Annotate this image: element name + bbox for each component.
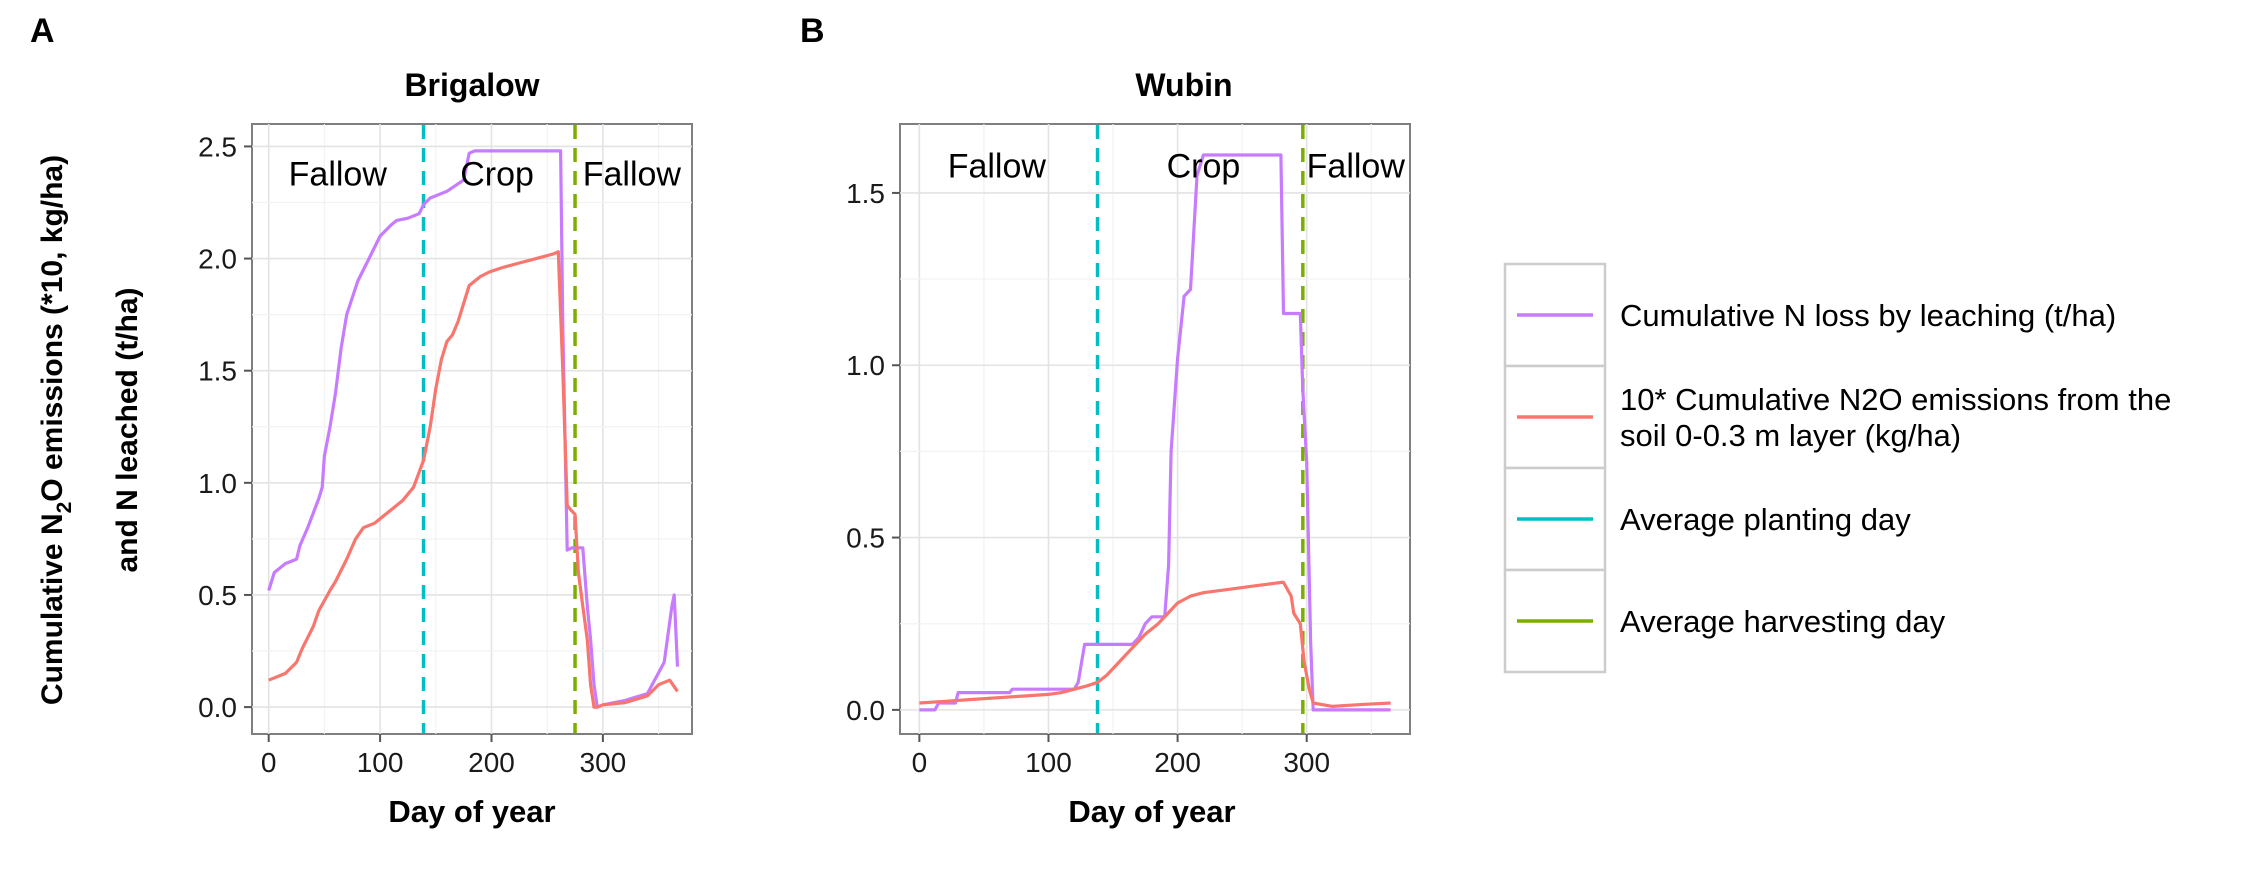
period-label-fallow: Fallow (289, 155, 388, 193)
period-label-crop: Crop (1167, 147, 1241, 185)
gridlines (252, 124, 692, 734)
y-axis-label-line2: and N leached (t/ha) (111, 287, 144, 572)
y-tick-label: 2.0 (198, 244, 237, 275)
x-tick-label: 100 (357, 747, 404, 778)
reference-lines (1095, 125, 1305, 733)
legend-item-4: Average harvesting day (1503, 568, 1946, 674)
x-tick-label: 200 (1154, 747, 1201, 778)
axes: 0 100 200 300 0.0 0.5 1.0 1.5 (846, 178, 1330, 778)
legend-item-1: Cumulative N loss by leaching (t/ha) (1503, 262, 2116, 368)
legend-label: 10* Cumulative N2O emissions from the (1620, 382, 2171, 417)
gridlines (900, 124, 1410, 734)
x-axis-label: Day of year (1068, 794, 1235, 829)
panel-label-b: B (800, 12, 825, 50)
axes: 0 100 200 300 0.0 0.5 1.0 1.5 2.0 2.5 (198, 131, 626, 778)
y-tick-label: 0.5 (846, 523, 885, 554)
legend-item-3: Average planting day (1503, 466, 1911, 572)
x-tick-label: 100 (1025, 747, 1072, 778)
period-labels: Fallow Crop Fallow (289, 155, 682, 193)
x-axis-label: Day of year (388, 794, 555, 829)
series-line-cumulative-n-loss-by-leaching-t-ha (919, 153, 1391, 712)
chart-title: Brigalow (404, 67, 539, 103)
x-tick-label: 300 (580, 747, 627, 778)
series-line-cumulative-n-loss-by-leaching-t-ha (267, 149, 680, 709)
x-tick-label: 0 (261, 747, 277, 778)
plot-background (899, 123, 1411, 735)
period-label-fallow: Fallow (583, 155, 682, 193)
period-label-fallow: Fallow (948, 147, 1047, 185)
y-tick-label: 1.5 (846, 178, 885, 209)
data-series (267, 149, 680, 709)
x-tick-label: 200 (468, 747, 515, 778)
legend-label: Average harvesting day (1620, 604, 1946, 639)
panel-label-a: A (30, 12, 55, 50)
y-tick-label: 1.0 (846, 350, 885, 381)
legend: Cumulative N loss by leaching (t/ha) 10* … (1503, 262, 2171, 674)
y-axis-label-line1: Cumulative N2O emissions (*10, kg/ha) (36, 155, 76, 705)
x-tick-label: 0 (912, 747, 928, 778)
plot-background (251, 123, 693, 735)
chart-panel-wubin: Fallow Crop Fallow 0 100 200 3000.00.51.01.5 … (846, 67, 1411, 829)
x-tick-label: 300 (1283, 747, 1330, 778)
legend-label: soil 0-0.3 m layer (kg/ha) (1620, 418, 1961, 453)
y-tick-label: 0.0 (198, 692, 237, 723)
legend-label: Cumulative N loss by leaching (t/ha) (1620, 298, 2116, 333)
period-label-crop: Crop (460, 155, 534, 193)
legend-label: Average planting day (1620, 502, 1911, 537)
y-tick-label: 1.5 (198, 356, 237, 387)
chart-title: Wubin (1135, 67, 1232, 103)
y-axis-label-subscript: 2 (53, 502, 76, 514)
period-label-fallow: Fallow (1307, 147, 1406, 185)
series-line-10-cumulative-n2o-emissions-from-the-soi (919, 580, 1391, 708)
y-tick-label: 0.0 (846, 695, 885, 726)
series-line-10-cumulative-n2o-emissions-from-the-soi (268, 250, 679, 709)
y-tick-label: 1.0 (198, 468, 237, 499)
period-labels: Fallow Crop Fallow (948, 147, 1406, 185)
legend-item-2: 10* Cumulative N2O emissions from thesoi… (1503, 364, 2171, 470)
data-series (919, 153, 1391, 712)
y-tick-label: 2.5 (198, 131, 237, 162)
reference-lines (421, 125, 577, 733)
chart-panel-brigalow: Fallow Crop Fallow 0 100 200 300 0.0 0.5 1.0 1.5 2… (198, 67, 693, 829)
y-tick-label: 0.5 (198, 580, 237, 611)
